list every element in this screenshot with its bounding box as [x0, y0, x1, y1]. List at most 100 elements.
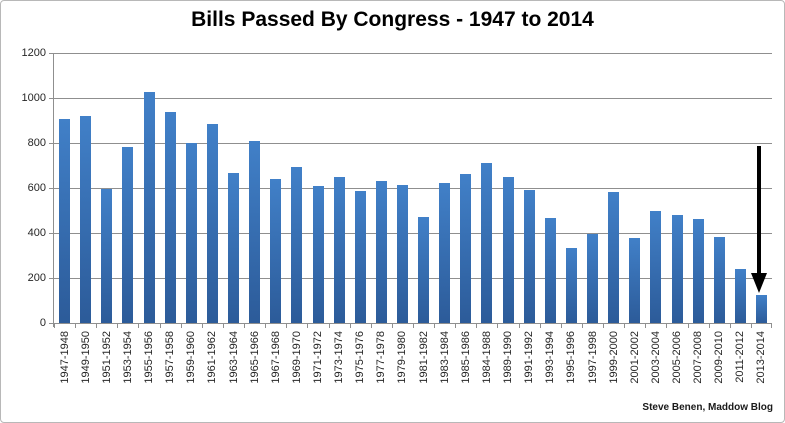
x-axis-tick: [117, 324, 118, 328]
bar: [460, 174, 472, 323]
gridline: [54, 323, 772, 324]
x-axis-tick: [666, 324, 667, 328]
x-axis-tick: [455, 324, 456, 328]
x-axis-category-label: 1959-1960: [185, 331, 198, 384]
bar: [523, 190, 535, 323]
y-axis-tick-label: 1200: [21, 47, 46, 59]
bar: [650, 211, 662, 323]
bar: [206, 124, 218, 323]
x-axis-category-label: 1965-1966: [248, 331, 261, 384]
bar: [734, 269, 746, 323]
annotation-arrow-line: [756, 146, 761, 274]
x-axis-category-label: 1975-1976: [354, 331, 367, 384]
y-axis-tick: [49, 188, 53, 189]
bar: [228, 173, 239, 323]
x-axis-tick: [413, 324, 414, 328]
x-axis-tick: [96, 324, 97, 328]
y-axis-tick-label: 1000: [21, 92, 46, 104]
y-axis-labels: 0 200 400 600 800 1000 1200: [1, 47, 46, 331]
x-axis-tick: [265, 324, 266, 328]
x-axis-category-label: 1983-1984: [438, 331, 451, 384]
x-axis-tick: [75, 324, 76, 328]
x-axis-category-label: 2013-2014: [755, 331, 768, 384]
bar: [692, 219, 704, 323]
x-axis-tick: [307, 324, 308, 328]
y-axis-tick-label: 600: [27, 182, 46, 194]
x-axis-category-label: 1997-1998: [586, 331, 599, 384]
x-axis-tick: [476, 324, 477, 328]
x-axis-tick: [434, 324, 435, 328]
x-axis-tick: [350, 324, 351, 328]
x-axis-tick: [730, 324, 731, 328]
gridline: [54, 53, 772, 54]
x-axis-tick: [138, 324, 139, 328]
x-axis-category-label: 1967-1968: [269, 331, 282, 384]
bar: [671, 215, 683, 323]
x-axis-category-label: 1985-1986: [459, 331, 472, 384]
x-axis-category-label: 2003-2004: [649, 331, 662, 384]
x-axis-tick: [540, 324, 541, 328]
x-axis-category-label: 1971-1972: [312, 331, 324, 384]
x-axis-tick: [771, 324, 772, 328]
x-axis-category-label: 1951-1952: [100, 331, 113, 384]
x-axis-category-label: 1999-2000: [607, 331, 620, 384]
x-axis-category-label: 1947-1948: [58, 331, 71, 384]
y-axis-tick: [49, 233, 53, 234]
gridline: [54, 98, 772, 99]
bar: [249, 141, 261, 323]
x-axis-category-label: 1991-1992: [523, 331, 536, 384]
x-axis-tick: [582, 324, 583, 328]
x-axis-category-label: 1984-1988: [480, 331, 493, 384]
x-axis-category-label: 1979-1980: [396, 331, 409, 384]
x-axis-category-label: 1949-1950: [79, 331, 92, 384]
x-axis-category-label: 1961-1962: [206, 331, 219, 384]
y-axis-tick: [49, 98, 53, 99]
x-axis-tick: [202, 324, 203, 328]
bar: [713, 237, 725, 323]
y-axis-tick: [49, 143, 53, 144]
x-axis-category-label: 2009-2010: [713, 331, 726, 384]
bar: [122, 147, 134, 323]
plot-area: [49, 53, 772, 328]
bar: [59, 119, 71, 323]
x-axis-tick: [286, 324, 287, 328]
bar: [80, 116, 92, 323]
x-axis-tick: [497, 324, 498, 328]
bar: [354, 191, 366, 323]
chart-title: Bills Passed By Congress - 1947 to 2014: [191, 8, 594, 31]
x-axis-tick: [223, 324, 224, 328]
x-axis-category-label: 1969-1970: [290, 331, 303, 384]
bar: [608, 192, 620, 323]
x-axis-tick: [54, 324, 55, 328]
x-axis-category-label: 2001-2002: [628, 331, 641, 384]
bar: [375, 181, 387, 323]
x-axis-tick: [329, 324, 330, 328]
x-axis-tick: [688, 324, 689, 328]
x-axis-category-label: 2007-2008: [692, 331, 705, 384]
bar: [629, 238, 641, 323]
bar: [396, 185, 408, 323]
bar: [418, 217, 430, 323]
gridline: [54, 143, 772, 144]
x-axis-tick: [392, 324, 393, 328]
x-axis-category-label: 2005-2006: [671, 331, 683, 384]
x-axis-category-label: 1993-1994: [544, 331, 557, 384]
x-axis-tick: [244, 324, 245, 328]
x-axis-tick: [603, 324, 604, 328]
bar: [755, 295, 767, 323]
bar: [333, 177, 345, 323]
bar: [291, 167, 303, 323]
bar: [312, 186, 324, 323]
y-axis-tick: [49, 323, 53, 324]
y-axis-tick-label: 0: [39, 317, 46, 329]
annotation-arrow-head: [750, 273, 767, 293]
x-axis-tick: [181, 324, 182, 328]
x-axis-category-label: 1995-1996: [565, 331, 578, 384]
x-axis-category-label: 1973-1974: [333, 331, 346, 384]
x-axis-tick: [160, 324, 161, 328]
y-axis-tick-label: 800: [27, 137, 46, 149]
bar: [544, 218, 556, 323]
gridline: [54, 278, 772, 279]
x-axis-tick: [624, 324, 625, 328]
